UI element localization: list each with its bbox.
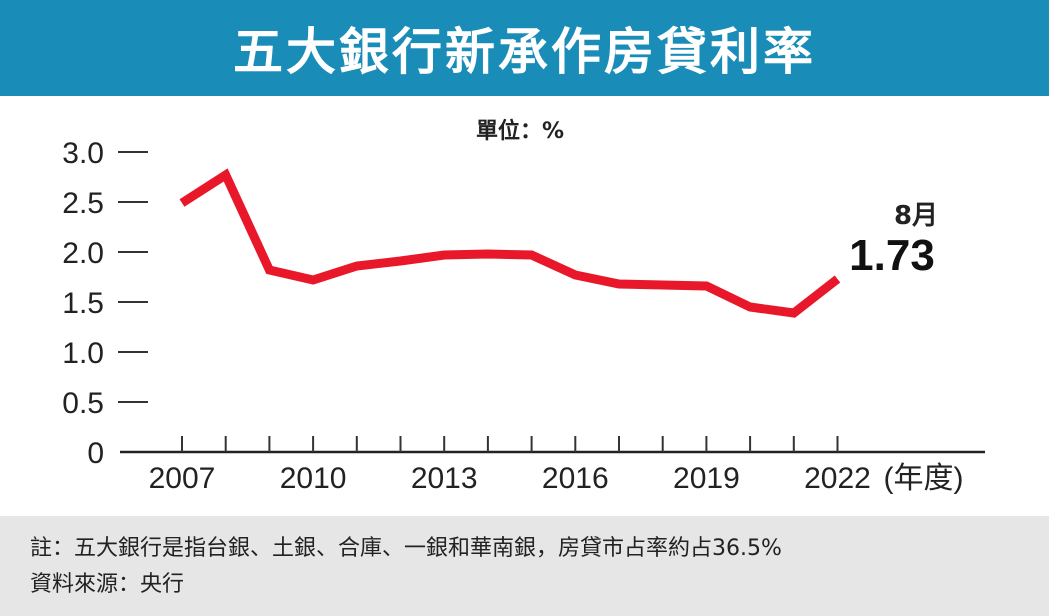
series-line [179,168,841,318]
chart-title: 五大銀行新承作房貸利率 [233,23,816,81]
footer: 註：五大銀行是指台銀、土銀、合庫、一銀和華南銀，房貸市占率約占36.5% 資料來… [0,516,1049,616]
y-tick-label: 1.5 [62,287,104,320]
footnote: 註：五大銀行是指台銀、土銀、合庫、一銀和華南銀，房貸市占率約占36.5% [30,536,782,561]
title-banner: 五大銀行新承作房貸利率 [0,0,1049,96]
x-tick-label: 2010 [280,462,347,495]
y-tick-label: 2.5 [62,187,104,220]
annotation-value: 1.73 [849,231,935,280]
x-axis-unit: (年度) [884,462,964,495]
y-tick-label: 1.0 [62,337,104,370]
x-tick-label: 2016 [542,462,609,495]
source-note: 資料來源：央行 [30,572,185,597]
line-chart: 單位：% 3.0 2.5 2.0 1.5 1.0 0.5 0 2007 2010 2013 2016 2… [62,118,985,495]
x-tick-label: 2019 [673,462,740,495]
x-tick-label: 2013 [411,462,478,495]
y-tick-label: 0 [87,437,104,470]
y-tick-label: 2.0 [62,237,104,270]
y-tick-label: 0.5 [62,387,104,420]
x-tick-label: 2022 [804,462,871,495]
unit-label: 單位：% [476,118,564,144]
annotation-month: 8月 [894,201,938,231]
y-tick-label: 3.0 [62,137,104,170]
x-tick-label: 2007 [149,462,216,495]
plot-area: 單位：% 3.0 2.5 2.0 1.5 1.0 0.5 0 2007 2010 2013 2016 2… [0,96,1049,516]
